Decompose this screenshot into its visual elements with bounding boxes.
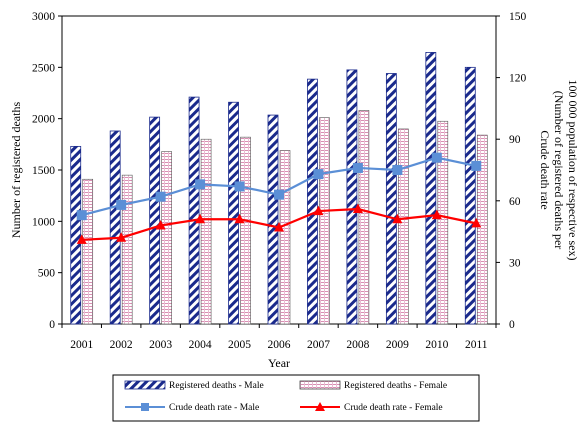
point-male-rate-2011 [471,160,482,171]
point-male-rate-2002 [116,199,127,210]
bar-male-2010 [425,52,437,325]
bar-female-2007 [319,117,330,325]
line-layer [76,152,482,244]
legend-label-female-deaths: Registered deaths - Female [344,381,447,391]
bar-male-2001 [70,145,82,325]
x-tick-label-2003: 2003 [149,339,172,351]
x-tick-label-2007: 2007 [307,339,330,351]
bar-female-2010 [437,120,449,325]
point-female-rate-2003 [155,219,166,230]
point-female-rate-2007 [313,205,324,216]
legend-label-female-rate: Crude death rate - Female [344,403,443,413]
bar-female-2011 [476,134,488,325]
x-tick-label-2006: 2006 [268,339,291,351]
y-tick-label-2500: 2500 [32,62,55,74]
x-tick-label-2005: 2005 [228,339,251,351]
y-tick-label-1500: 1500 [32,165,55,177]
point-male-rate-2003 [155,191,166,202]
y2-tick-label-0: 0 [509,319,515,331]
legend-swatch-male-deaths [124,380,166,390]
y-tick-label-500: 500 [38,268,56,280]
x-tick-label-2001: 2001 [70,339,93,351]
y-tick-label-3000: 3000 [32,11,55,23]
y2-tick-label-90: 90 [509,134,521,146]
y2-axis-label-line-1: Crude death rate [538,130,552,209]
legend-box [112,374,480,422]
y-tick-label-0: 0 [49,319,55,331]
y2-tick-label-150: 150 [509,11,527,23]
bar-female-2004 [200,138,212,325]
x-tick-label-2009: 2009 [386,339,409,351]
bar-male-2004 [188,96,200,325]
bar-male-2009 [385,73,397,325]
legend-swatch-female-rate-marker [315,402,325,411]
point-female-rate-2002 [116,232,127,242]
y2-axis-label-line-2: (Number of registered deaths per [552,91,566,250]
x-tick-label-2004: 2004 [189,339,212,351]
x-tick-label-2011: 2011 [465,339,488,351]
plot-frame [61,15,497,325]
bar-female-2005 [240,136,251,325]
bar-male-2002 [109,130,121,325]
bar-male-2011 [464,66,476,325]
legend-label-male-deaths: Registered deaths - Male [169,381,264,391]
legend-swatch-male-rate-marker [141,403,149,411]
y-tick-label-2000: 2000 [32,114,55,126]
point-female-rate-2011 [471,217,482,228]
y2-tick-label-60: 60 [509,196,521,208]
point-male-rate-2008 [352,162,363,173]
bar-male-2007 [307,78,318,325]
y2-tick-label-120: 120 [509,73,527,85]
point-male-rate-2009 [392,165,403,175]
legend-swatch-female-deaths [299,380,341,390]
plot-area [61,15,497,325]
point-female-rate-2010 [431,209,442,220]
bar-male-2003 [149,116,161,325]
legend: Registered deaths - Male Registered deat… [112,374,480,422]
x-tick-label-2002: 2002 [110,339,133,351]
x-tick-label-2008: 2008 [346,339,369,351]
point-female-rate-2008 [352,203,363,214]
point-male-rate-2001 [76,210,87,221]
bar-female-2001 [82,178,94,325]
bar-layer [70,52,488,325]
point-male-rate-2005 [234,181,245,192]
bar-male-2005 [228,101,239,325]
axes-layer: 0 500 1000 1500 2000 2500 3000 0 30 60 90 120 150 200… [32,11,527,351]
y2-axis-label-line-3: 100 000 population of respective sex) [566,80,580,261]
point-male-rate-2010 [431,152,442,163]
bar-female-2002 [121,174,133,325]
legend-label-male-rate: Crude death rate - Male [169,403,259,413]
point-female-rate-2004 [195,213,206,224]
y-axis-label: Number of registered deaths [9,102,23,239]
point-male-rate-2007 [313,169,324,180]
point-female-rate-2001 [76,234,87,244]
x-axis-label: Year [268,356,290,370]
bar-female-2008 [358,110,370,325]
bar-female-2006 [279,150,291,325]
bar-female-2003 [161,151,172,325]
bar-male-2008 [346,69,358,325]
point-male-rate-2004 [195,179,206,190]
point-male-rate-2006 [274,189,284,200]
y-tick-label-1000: 1000 [32,216,55,228]
bar-female-2009 [398,128,409,325]
point-female-rate-2006 [274,221,284,232]
y2-axis-label: Crude death rate (Number of registered d… [538,80,580,261]
point-female-rate-2009 [392,213,403,224]
point-female-rate-2005 [234,213,245,224]
bar-male-2006 [267,114,279,325]
x-tick-label-2010: 2010 [425,339,448,351]
y2-tick-label-30: 30 [509,257,521,269]
